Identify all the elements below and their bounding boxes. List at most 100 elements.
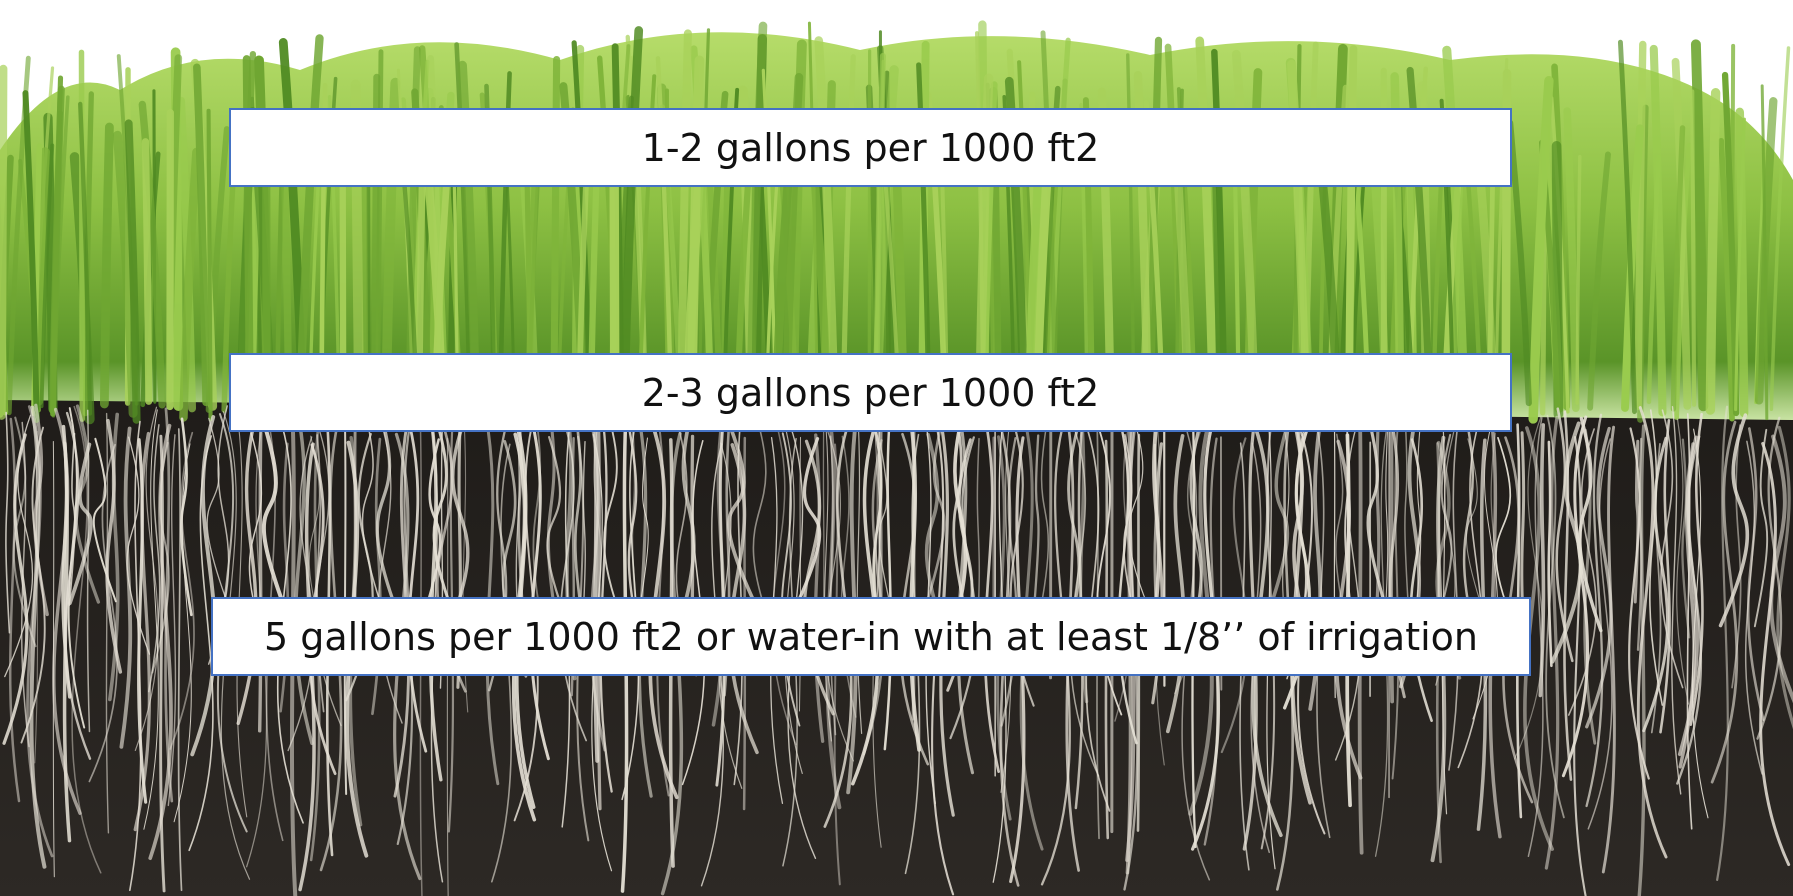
grass-blade <box>193 63 210 407</box>
grass-blade <box>124 119 141 424</box>
root-strand <box>573 414 587 638</box>
root-strand <box>148 424 161 693</box>
root-strand <box>4 414 34 678</box>
root-strand <box>599 407 613 793</box>
root-strand <box>1128 409 1156 625</box>
grass-blade <box>99 122 114 409</box>
root-strand <box>1718 413 1750 628</box>
root-strand <box>432 416 459 627</box>
root-strand <box>134 406 159 752</box>
grass-blade <box>1734 117 1746 412</box>
root-strand <box>883 405 893 751</box>
root-strand <box>823 410 832 742</box>
root-strand <box>1756 416 1783 740</box>
root-strand <box>164 407 174 803</box>
root-strand <box>1753 428 1769 628</box>
root-strand <box>64 411 92 760</box>
grass-blade <box>1760 84 1769 421</box>
thatch-zone-label-box: 2-3 gallons per 1000 ft2 <box>229 353 1512 432</box>
root-strand <box>179 417 193 617</box>
grass-blade <box>1690 39 1709 412</box>
root-strand <box>983 421 1000 773</box>
grass-blade <box>1507 119 1532 407</box>
root-strand <box>12 416 37 648</box>
root-strand <box>1034 419 1050 636</box>
root-strand <box>173 443 192 823</box>
grass-blade <box>50 75 64 412</box>
root-strand <box>1561 415 1589 778</box>
root-strand <box>20 421 30 748</box>
root-strand <box>428 417 443 782</box>
grass-blade <box>78 101 93 416</box>
root-strand <box>1550 421 1583 664</box>
grass-blade <box>1690 89 1697 407</box>
root-strand <box>532 404 548 646</box>
grass-blade <box>0 64 8 420</box>
root-strand <box>851 421 880 786</box>
root-strand <box>1373 412 1381 638</box>
shoot-zone-label: 1-2 gallons per 1000 ft2 <box>641 125 1100 170</box>
root-strand <box>1681 438 1691 639</box>
root-strand <box>1585 426 1613 729</box>
root-strand <box>1710 420 1739 784</box>
root-strand <box>343 415 348 795</box>
root-strand <box>74 404 101 604</box>
root-strand <box>5 411 11 634</box>
grass-blade <box>179 147 201 422</box>
root-strand <box>1636 406 1668 859</box>
grass-blade <box>1575 154 1582 405</box>
grass-blade <box>1345 45 1358 409</box>
root-strand <box>169 431 195 750</box>
root-strand <box>88 443 118 783</box>
root-strand <box>956 412 975 775</box>
grass-blade <box>1671 57 1692 410</box>
root-strand <box>407 425 428 753</box>
root-strand <box>1383 430 1389 636</box>
grass-blade <box>1705 88 1721 415</box>
root-strand <box>546 405 561 639</box>
grass-blade <box>1670 125 1686 412</box>
grass-blade <box>1617 39 1637 415</box>
root-strand <box>1746 427 1765 722</box>
root-strand <box>105 412 110 834</box>
root-strand <box>856 404 863 735</box>
root-strand <box>1366 418 1388 610</box>
grass-blade <box>1649 44 1667 417</box>
root-strand <box>92 437 117 603</box>
root-strand <box>1391 422 1400 780</box>
root-strand <box>656 417 670 797</box>
root-strand <box>1538 423 1546 698</box>
grass-blade <box>22 90 40 423</box>
root-strand <box>143 409 159 830</box>
root-strand <box>1659 418 1671 734</box>
root-strand <box>1716 405 1729 881</box>
root-strand <box>581 441 586 642</box>
root-zone-label: 5 gallons per 1000 ft2 or water-in with … <box>263 614 1478 659</box>
root-strand <box>1676 418 1690 705</box>
root-strand <box>546 435 573 634</box>
root-strand <box>715 414 726 787</box>
root-strand <box>603 405 630 638</box>
root-strand <box>1465 438 1488 624</box>
root-strand <box>1677 435 1699 757</box>
root-strand <box>1448 425 1459 771</box>
root-strand <box>1117 419 1138 745</box>
root-strand <box>68 442 93 605</box>
root-strand <box>1587 438 1613 830</box>
grass-blade <box>1587 151 1611 411</box>
root-strand <box>813 433 825 743</box>
root-strand <box>1578 416 1603 633</box>
root-strand <box>1776 425 1793 729</box>
root-strand <box>293 405 314 746</box>
root-strand <box>789 437 822 620</box>
root-zone-label-box: 5 gallons per 1000 ft2 or water-in with … <box>211 597 1531 676</box>
root-strand <box>167 434 177 807</box>
root-strand <box>129 420 142 892</box>
root-strand <box>1335 433 1350 640</box>
thatch-zone-label: 2-3 gallons per 1000 ft2 <box>641 370 1100 415</box>
root-strand <box>1165 434 1186 734</box>
root-strand <box>529 421 550 761</box>
grass-blade <box>78 49 86 422</box>
root-strand <box>1649 409 1664 706</box>
